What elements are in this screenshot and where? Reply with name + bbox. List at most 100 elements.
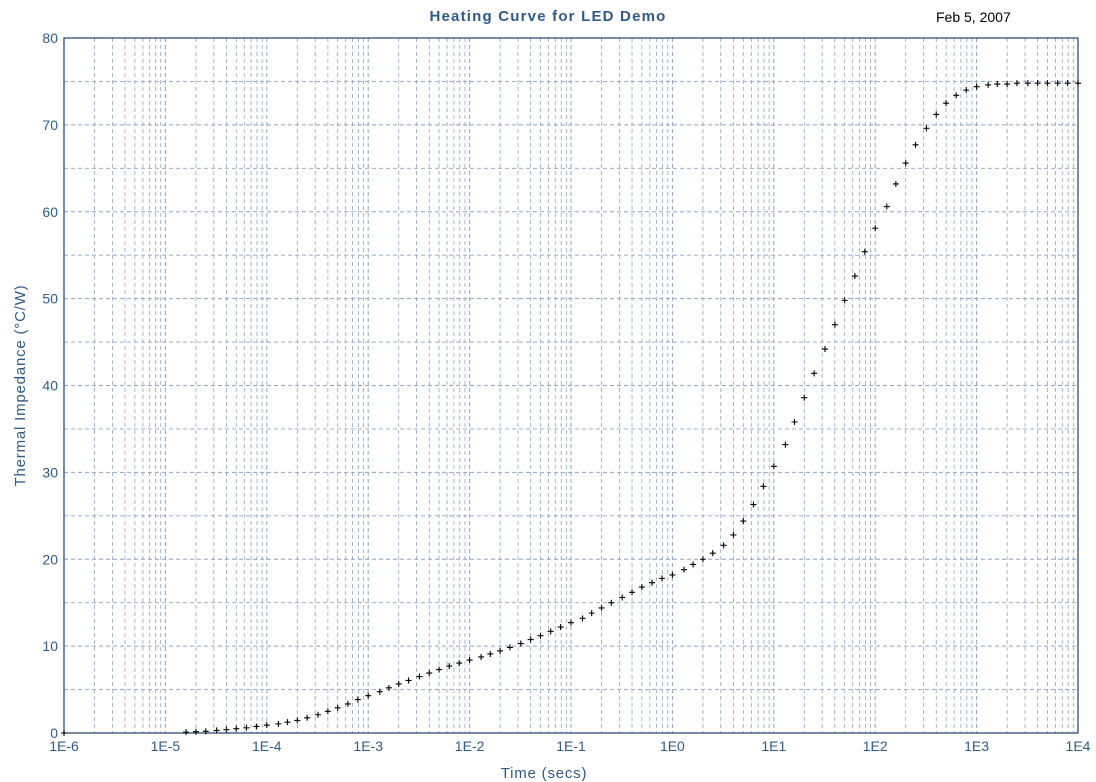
data-point [841, 297, 848, 304]
data-point [192, 728, 199, 735]
data-point [233, 725, 240, 732]
x-tick-label: 1E-2 [455, 738, 485, 754]
y-axis-label: Thermal Impedance (°C/W) [12, 285, 29, 487]
data-point [740, 518, 747, 525]
data-point [953, 92, 960, 99]
data-point [892, 180, 899, 187]
data-point [831, 321, 838, 328]
y-tick-label: 80 [42, 30, 58, 46]
data-point [223, 726, 230, 733]
data-point [537, 632, 544, 639]
data-point [263, 722, 270, 729]
data-point [478, 653, 485, 660]
data-point [791, 418, 798, 425]
data-point [669, 571, 676, 578]
data-point [294, 717, 301, 724]
x-tick-label: 1E1 [761, 738, 786, 754]
data-point [466, 657, 473, 664]
data-point [985, 81, 992, 88]
data-point [579, 615, 586, 622]
plot-frame [63, 37, 1079, 734]
y-tick-label: 40 [42, 378, 58, 394]
data-point [1054, 80, 1061, 87]
data-point [324, 708, 331, 715]
x-tick-label: 1E2 [863, 738, 888, 754]
data-point [344, 700, 351, 707]
data-point [557, 624, 564, 631]
x-tick-label: 1E-6 [49, 738, 79, 754]
data-point [690, 561, 697, 568]
x-tick-label: 1E-1 [556, 738, 586, 754]
data-point [61, 730, 67, 736]
data-point [730, 531, 737, 538]
data-point [405, 677, 412, 684]
data-point [497, 647, 504, 654]
data-point [699, 556, 706, 563]
grid-layer [64, 38, 1078, 733]
data-point [973, 83, 980, 90]
data-point [1075, 80, 1081, 87]
data-point [588, 610, 595, 617]
x-tick-label: 1E3 [964, 738, 989, 754]
data-point [527, 636, 534, 643]
data-point [883, 203, 890, 210]
data-point [760, 483, 767, 490]
x-tick-label: 1E0 [660, 738, 685, 754]
data-point [680, 566, 687, 573]
data-point [253, 723, 260, 730]
x-tick-label: 1E4 [1066, 738, 1091, 754]
data-point [395, 680, 402, 687]
data-point [902, 160, 909, 167]
data-point [1044, 80, 1051, 87]
data-point [1064, 80, 1071, 87]
data-point [456, 660, 463, 667]
data-point [782, 441, 789, 448]
data-point [770, 463, 777, 470]
data-point [547, 628, 554, 635]
data-point [933, 111, 940, 118]
data-point [861, 248, 868, 255]
y-tick-label: 50 [42, 291, 58, 307]
y-tick-label: 10 [42, 638, 58, 654]
y-tick-label: 30 [42, 464, 58, 480]
data-point [416, 673, 423, 680]
data-point [608, 599, 615, 606]
data-point [851, 273, 858, 280]
data-point [598, 604, 605, 611]
data-point [811, 370, 818, 377]
y-tick-label: 20 [42, 551, 58, 567]
axis-layer: 1E-6 1E-5 1E-4 1E-3 1E-2 1E-1 1E0 1E1 1E2 1E3 1E4 0… [12, 30, 1091, 782]
data-point [365, 692, 372, 699]
x-tick-label: 1E-5 [151, 738, 181, 754]
data-point [487, 650, 494, 657]
data-point [446, 663, 453, 670]
data-point [872, 225, 879, 232]
data-points [61, 80, 1081, 736]
data-point [1004, 81, 1011, 88]
data-point [994, 81, 1001, 88]
data-point [304, 714, 311, 721]
data-point [436, 666, 443, 673]
data-point [720, 542, 727, 549]
data-point [1013, 80, 1020, 87]
data-point [629, 589, 636, 596]
data-point [243, 724, 250, 731]
data-point [354, 696, 361, 703]
data-point [822, 346, 829, 353]
data-point [202, 728, 209, 735]
data-point [284, 719, 291, 726]
data-point [923, 125, 930, 132]
data-point [517, 640, 524, 647]
data-point [649, 579, 656, 586]
data-point [426, 670, 433, 677]
data-point [801, 394, 808, 401]
data-point [638, 584, 645, 591]
data-point [963, 87, 970, 94]
chart-date: Feb 5, 2007 [936, 9, 1011, 25]
x-tick-label: 1E-4 [252, 738, 282, 754]
data-point [275, 720, 282, 727]
data-point [183, 729, 190, 736]
x-axis-label: Time (secs) [501, 765, 588, 782]
